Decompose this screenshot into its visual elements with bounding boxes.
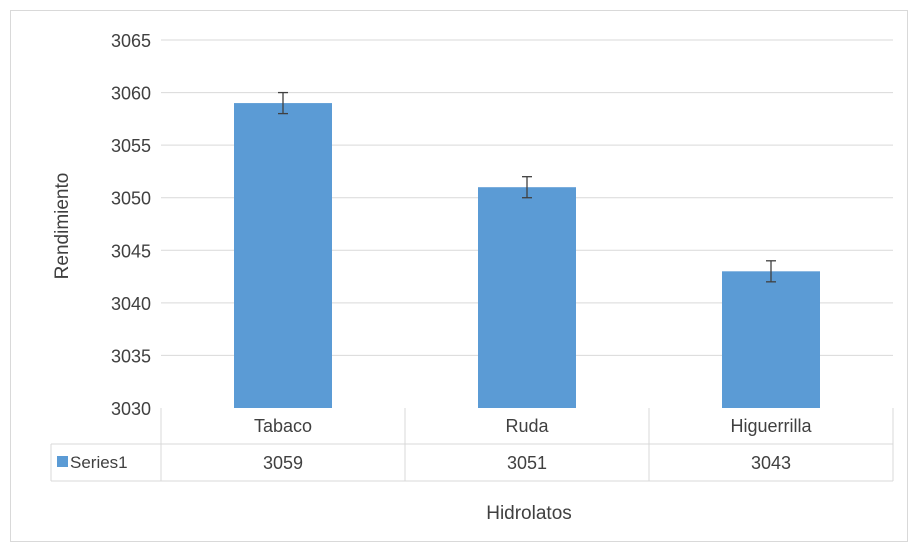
bar xyxy=(234,103,332,408)
data-table-value: 3051 xyxy=(507,453,547,473)
legend-label: Series1 xyxy=(70,453,128,472)
legend-swatch xyxy=(57,456,68,467)
x-axis-label: Hidrolatos xyxy=(486,503,572,524)
y-axis-label: Rendimiento xyxy=(52,173,73,280)
chart-frame: 3030 3035 3040 3045 3050 3055 3060 3065 Tabaco R… xyxy=(10,10,908,542)
y-tick-label: 3045 xyxy=(111,241,151,261)
y-tick-label: 3055 xyxy=(111,136,151,156)
y-tick-label: 3060 xyxy=(111,84,151,104)
x-category-label: Ruda xyxy=(505,416,549,436)
data-table-value: 3059 xyxy=(263,453,303,473)
y-tick-label: 3065 xyxy=(111,31,151,51)
bars xyxy=(234,103,820,408)
x-category-label: Higuerrilla xyxy=(730,416,812,436)
data-table: Tabaco Ruda Higuerrilla Series1 3059 3051 3043 xyxy=(51,408,893,481)
y-tick-label: 3050 xyxy=(111,189,151,209)
y-tick-label: 3030 xyxy=(111,399,151,419)
y-axis-ticks: 3030 3035 3040 3045 3050 3055 3060 3065 xyxy=(111,31,151,419)
x-category-label: Tabaco xyxy=(254,416,312,436)
y-tick-label: 3040 xyxy=(111,294,151,314)
y-tick-label: 3035 xyxy=(111,346,151,366)
bar xyxy=(722,271,820,408)
bar xyxy=(478,187,576,408)
data-table-value: 3043 xyxy=(751,453,791,473)
bar-chart: 3030 3035 3040 3045 3050 3055 3060 3065 Tabaco R… xyxy=(11,11,909,543)
